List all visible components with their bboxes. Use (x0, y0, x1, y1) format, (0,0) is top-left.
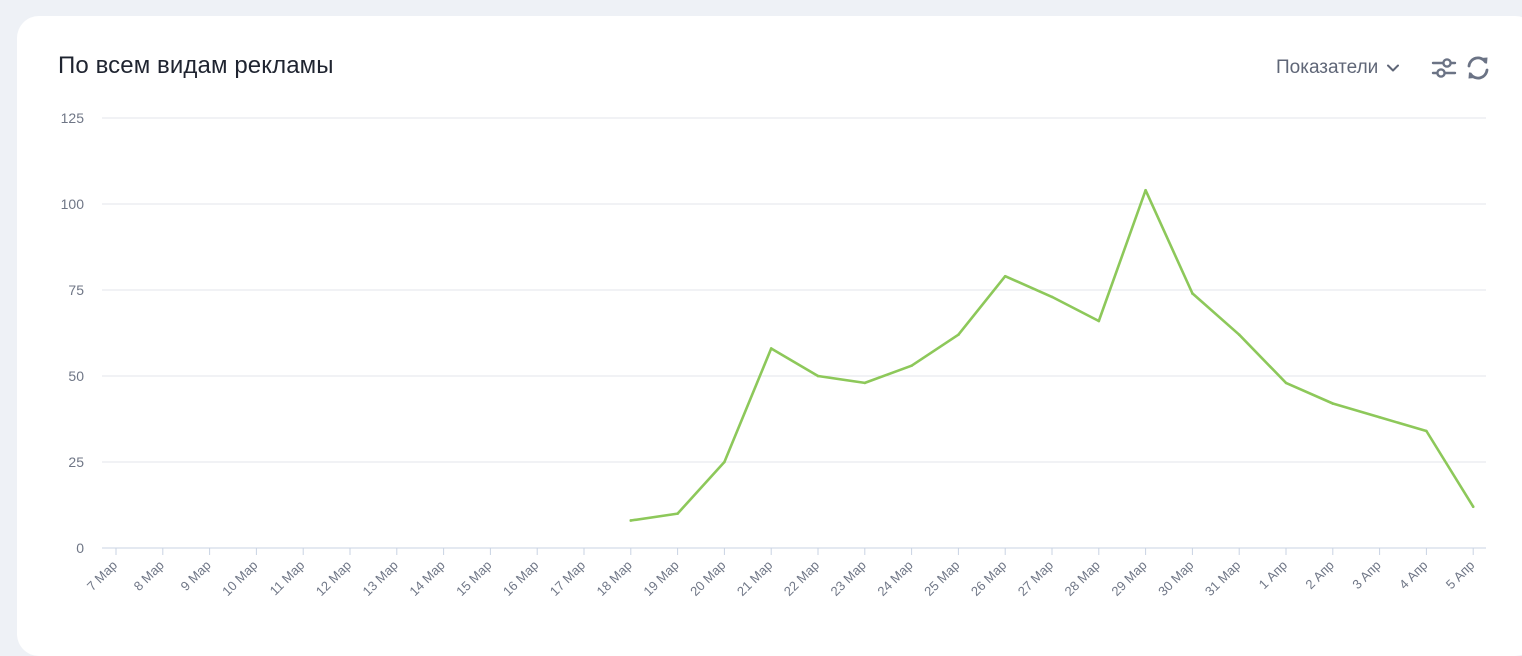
x-tick-label: 16 Мар (500, 558, 541, 599)
x-tick-label: 10 Мар (219, 558, 260, 599)
x-tick-label: 9 Мар (177, 558, 213, 594)
data-point (676, 512, 679, 515)
data-point (1097, 319, 1101, 323)
y-tick-label: 0 (76, 540, 84, 556)
x-tick-label: 12 Мар (313, 558, 354, 599)
line-chart: 0 25 50 75 100 125 7 Мар 8 Мар 9 Мар 10 Мар 11 Мар… (61, 110, 1486, 599)
x-tick-label: 29 Мар (1108, 558, 1149, 599)
x-tick-label: 4 Апр (1396, 558, 1431, 593)
metrics-dropdown-label: Показатели (1276, 57, 1379, 78)
x-tick-label: 5 Апр (1443, 558, 1478, 593)
x-tick-label: 20 Мар (687, 558, 728, 599)
x-tick-label: 24 Мар (874, 558, 915, 599)
chart-controls: Показатели (1276, 54, 1400, 82)
x-tick-label: 19 Мар (640, 558, 681, 599)
data-point (723, 460, 726, 464)
data-point (1144, 188, 1147, 192)
data-point (769, 347, 773, 350)
data-point (1471, 505, 1475, 509)
chevron-down-icon (1387, 64, 1400, 72)
chart-card (17, 16, 1522, 656)
data-point (1425, 429, 1428, 433)
data-point (1050, 295, 1054, 299)
refresh-icon[interactable] (1464, 54, 1492, 82)
x-tick-label: 8 Мар (131, 558, 167, 594)
x-tick-label: 13 Мар (360, 558, 401, 599)
y-tick-label: 125 (61, 110, 85, 126)
data-point (957, 333, 960, 337)
y-tick-label: 25 (68, 454, 84, 470)
data-point (816, 374, 820, 378)
data-point (1378, 415, 1381, 419)
x-tick-label: 22 Мар (781, 558, 822, 599)
data-point (910, 364, 913, 367)
x-tick-label: 15 Мар (453, 558, 494, 599)
sliders-icon[interactable] (1430, 54, 1458, 82)
x-tick-label: 11 Мар (267, 558, 308, 599)
chart-title: По всем видам рекламы (58, 52, 334, 79)
x-tick-label: 30 Мар (1155, 558, 1196, 599)
x-tick-label: 18 Мар (594, 558, 635, 599)
data-point (1003, 274, 1007, 278)
x-tick-label: 3 Апр (1349, 558, 1384, 593)
x-tick-label: 23 Мар (828, 558, 869, 599)
data-point (863, 381, 867, 385)
y-tick-label: 50 (68, 368, 84, 384)
data-point (629, 519, 633, 522)
x-tick-label: 2 Апр (1302, 558, 1337, 593)
data-point (1284, 381, 1288, 385)
x-tick-label: 27 Мар (1015, 558, 1056, 599)
data-point (1237, 333, 1241, 337)
x-tick-label: 7 Мар (84, 558, 120, 594)
metrics-dropdown-button[interactable]: Показатели (1276, 57, 1400, 79)
data-point (1331, 402, 1335, 405)
y-tick-label: 75 (68, 282, 84, 298)
x-tick-label: 21 Мар (734, 558, 775, 599)
y-tick-label: 100 (61, 196, 85, 212)
data-point (1191, 292, 1194, 295)
series-line (629, 188, 1475, 522)
x-tick-label: 1 Апр (1256, 558, 1291, 593)
x-tick-label: 14 Мар (406, 558, 447, 599)
x-tick-label: 26 Мар (968, 558, 1009, 599)
x-tick-label: 25 Мар (921, 558, 962, 599)
x-tick-label: 31 Мар (1202, 558, 1243, 599)
x-tick-label: 28 Мар (1062, 558, 1103, 599)
x-tick-label: 17 Мар (547, 558, 588, 599)
